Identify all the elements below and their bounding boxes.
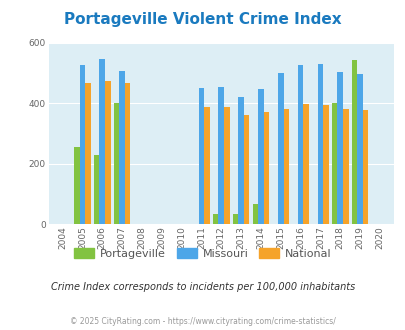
Bar	[105, 81, 110, 224]
Bar	[356, 74, 362, 224]
Bar	[342, 109, 348, 224]
Bar	[331, 103, 337, 224]
Bar	[85, 82, 91, 224]
Bar	[94, 155, 99, 224]
Bar	[232, 214, 238, 224]
Legend: Portageville, Missouri, National: Portageville, Missouri, National	[71, 245, 334, 262]
Bar	[218, 87, 224, 224]
Bar	[238, 97, 243, 224]
Bar	[351, 59, 356, 224]
Bar	[224, 107, 229, 224]
Text: Portageville Violent Crime Index: Portageville Violent Crime Index	[64, 12, 341, 26]
Bar	[258, 89, 263, 224]
Bar	[243, 115, 249, 224]
Bar	[252, 204, 258, 224]
Bar	[212, 214, 218, 224]
Bar	[322, 105, 328, 224]
Bar	[337, 72, 342, 224]
Bar	[125, 83, 130, 224]
Text: © 2025 CityRating.com - https://www.cityrating.com/crime-statistics/: © 2025 CityRating.com - https://www.city…	[70, 317, 335, 326]
Bar	[362, 110, 367, 224]
Bar	[99, 59, 105, 224]
Bar	[263, 112, 269, 224]
Bar	[198, 88, 204, 224]
Bar	[113, 103, 119, 224]
Bar	[119, 71, 125, 224]
Bar	[297, 65, 303, 224]
Bar	[79, 65, 85, 224]
Bar	[204, 107, 209, 224]
Bar	[74, 147, 79, 224]
Bar	[317, 64, 322, 224]
Bar	[277, 73, 283, 224]
Bar	[303, 104, 308, 224]
Text: Crime Index corresponds to incidents per 100,000 inhabitants: Crime Index corresponds to incidents per…	[51, 282, 354, 292]
Bar	[283, 109, 288, 224]
